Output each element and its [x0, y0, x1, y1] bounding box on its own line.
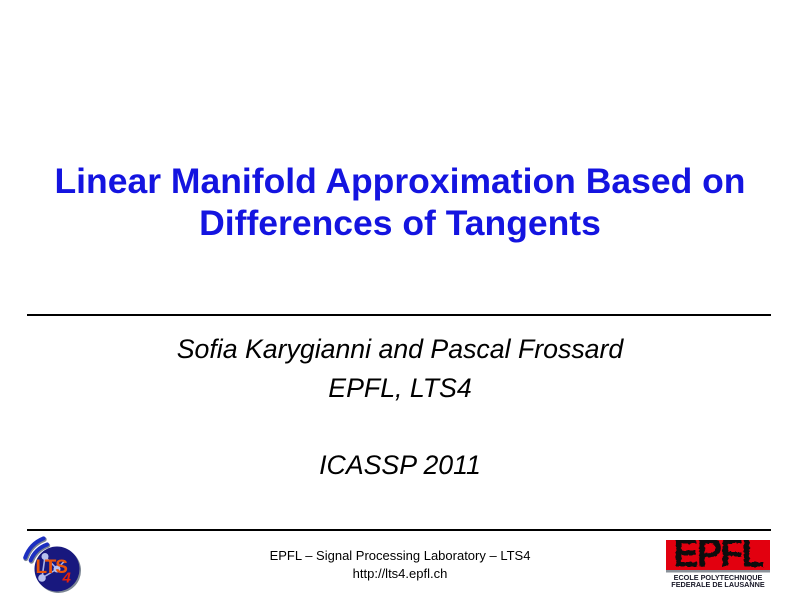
svg-text:4: 4: [62, 570, 72, 587]
svg-text:EPFL: EPFL: [673, 540, 763, 576]
svg-text:FEDERALE DE LAUSANNE: FEDERALE DE LAUSANNE: [671, 580, 765, 589]
